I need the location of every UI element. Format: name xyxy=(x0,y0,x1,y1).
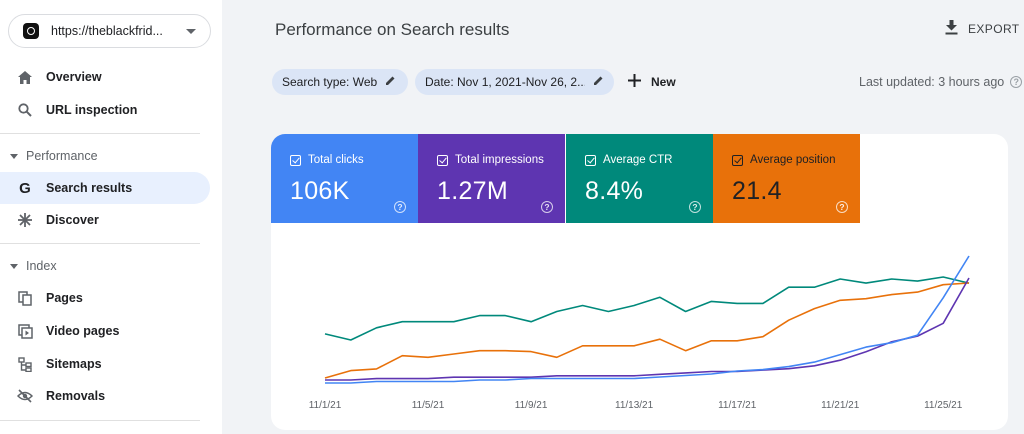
metric-value: 8.4% xyxy=(585,177,644,205)
section-index-label: Index xyxy=(26,259,57,273)
help-icon[interactable]: ? xyxy=(689,201,701,213)
metric-average-position[interactable]: Average position 21.4 ? xyxy=(713,134,860,223)
nav-sitemaps[interactable]: Sitemaps xyxy=(0,348,210,380)
nav-overview[interactable]: Overview xyxy=(0,61,210,93)
property-selector[interactable]: https://theblackfrid... xyxy=(8,14,211,48)
metric-label: Total impressions xyxy=(455,154,544,166)
sidebar-divider xyxy=(0,420,200,421)
search-icon xyxy=(17,102,33,118)
caret-down-icon xyxy=(10,153,18,159)
nav-search-results[interactable]: G Search results xyxy=(0,172,210,204)
series-line xyxy=(324,282,970,379)
series-line xyxy=(325,277,970,381)
eye-off-icon xyxy=(17,388,33,404)
nav-video-pages[interactable]: Video pages xyxy=(0,315,210,347)
section-performance[interactable]: Performance xyxy=(10,149,98,163)
nav-removals[interactable]: Removals xyxy=(0,380,210,412)
last-updated-text: Last updated: 3 hours ago xyxy=(859,75,1005,89)
metric-total-clicks[interactable]: Total clicks 106K ? xyxy=(271,134,418,223)
search-type-filter-chip[interactable]: Search type: Web xyxy=(272,69,408,95)
nav-discover-label: Discover xyxy=(46,213,99,227)
series-line xyxy=(325,255,970,384)
export-button[interactable]: EXPORT xyxy=(945,20,1020,38)
nav-url-inspection-label: URL inspection xyxy=(46,103,138,117)
x-tick-label: 11/9/21 xyxy=(515,400,548,411)
date-filter-chip[interactable]: Date: Nov 1, 2021-Nov 26, 2... xyxy=(415,69,614,95)
home-icon xyxy=(17,69,33,85)
series-line xyxy=(324,276,970,341)
nav-url-inspection[interactable]: URL inspection xyxy=(0,94,210,126)
last-updated: Last updated: 3 hours ago ? xyxy=(859,75,1023,89)
metric-value: 106K xyxy=(290,177,350,205)
performance-card: Total clicks 106K ? Total impressions 1.… xyxy=(271,134,1008,430)
performance-chart: 11/1/21 11/5/21 11/9/21 11/13/21 11/17/21 11/… xyxy=(309,255,970,411)
export-label: EXPORT xyxy=(968,22,1020,36)
new-filter-label: New xyxy=(651,75,676,89)
nav-sitemaps-label: Sitemaps xyxy=(46,357,102,371)
site-logo-icon xyxy=(23,23,39,39)
metric-value: 1.27M xyxy=(437,177,508,205)
help-icon[interactable]: ? xyxy=(541,201,553,213)
search-type-filter-label: Search type: Web xyxy=(282,75,378,89)
sidebar-divider xyxy=(0,133,200,134)
help-icon[interactable]: ? xyxy=(836,201,848,213)
metric-label: Average CTR xyxy=(603,154,673,166)
nav-search-results-label: Search results xyxy=(46,181,133,195)
section-performance-label: Performance xyxy=(26,149,98,163)
edit-icon xyxy=(593,75,604,89)
x-tick-label: 11/13/21 xyxy=(615,400,654,411)
plus-icon xyxy=(628,74,641,90)
metric-value: 21.4 xyxy=(732,177,782,205)
video-pages-icon xyxy=(17,323,33,339)
checkbox-icon[interactable] xyxy=(437,154,448,166)
section-index[interactable]: Index xyxy=(10,259,57,273)
page-title: Performance on Search results xyxy=(275,20,510,39)
metric-total-impressions[interactable]: Total impressions 1.27M ? xyxy=(418,134,565,223)
help-icon[interactable]: ? xyxy=(1010,76,1023,88)
property-url: https://theblackfrid... xyxy=(51,24,163,38)
x-tick-label: 11/5/21 xyxy=(412,400,445,411)
x-tick-label: 11/21/21 xyxy=(821,400,860,411)
asterisk-icon xyxy=(17,212,33,228)
date-filter-label: Date: Nov 1, 2021-Nov 26, 2... xyxy=(425,75,585,89)
metric-label: Total clicks xyxy=(308,154,364,166)
metric-average-ctr[interactable]: Average CTR 8.4% ? xyxy=(566,134,713,223)
x-tick-label: 11/25/21 xyxy=(924,400,963,411)
nav-video-pages-label: Video pages xyxy=(46,324,120,338)
nav-overview-label: Overview xyxy=(46,70,102,84)
x-tick-label: 11/17/21 xyxy=(718,400,757,411)
pages-icon xyxy=(17,290,33,306)
checkbox-icon[interactable] xyxy=(290,154,301,166)
edit-icon xyxy=(385,75,396,89)
caret-down-icon xyxy=(10,263,18,269)
metric-label: Average position xyxy=(750,154,836,166)
nav-removals-label: Removals xyxy=(46,389,106,403)
nav-pages-label: Pages xyxy=(46,291,83,305)
sitemap-icon xyxy=(17,356,33,372)
checkbox-icon[interactable] xyxy=(732,154,743,166)
nav-discover[interactable]: Discover xyxy=(0,204,210,236)
x-tick-label: 11/1/21 xyxy=(309,400,342,411)
checkbox-icon[interactable] xyxy=(585,154,596,166)
new-filter-button[interactable]: New xyxy=(628,71,676,93)
sidebar-divider xyxy=(0,243,200,244)
chevron-down-icon xyxy=(186,28,196,34)
sidebar: https://theblackfrid... Overview URL ins… xyxy=(0,0,222,434)
help-icon[interactable]: ? xyxy=(394,201,406,213)
nav-pages[interactable]: Pages xyxy=(0,282,210,314)
download-icon xyxy=(945,20,958,38)
google-g-icon: G xyxy=(19,179,31,197)
